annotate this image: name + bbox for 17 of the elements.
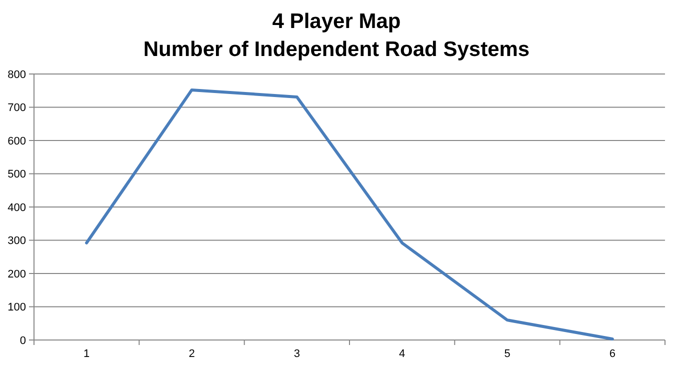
x-tick-label: 5 xyxy=(504,348,510,360)
x-tick-label: 3 xyxy=(294,348,300,360)
x-tick-label: 2 xyxy=(188,348,195,360)
x-tick-label: 1 xyxy=(84,348,90,360)
y-tick-label: 200 xyxy=(8,268,26,280)
y-tick-label: 700 xyxy=(8,102,26,114)
line-series xyxy=(85,88,614,340)
y-tick-label: 300 xyxy=(8,235,26,248)
y-tick-label: 400 xyxy=(8,202,26,214)
x-tick-label: 4 xyxy=(399,348,406,360)
y-tick-label: 0 xyxy=(20,334,26,347)
y-tick-label: 100 xyxy=(8,302,26,314)
y-tick-label: 800 xyxy=(8,68,26,81)
x-tick-label: 6 xyxy=(609,348,616,360)
y-tick-label: 600 xyxy=(8,135,26,148)
y-tick-label: 500 xyxy=(8,168,26,181)
chart-title: 4 Player Map Number of Independent Road Systems xyxy=(143,10,530,61)
